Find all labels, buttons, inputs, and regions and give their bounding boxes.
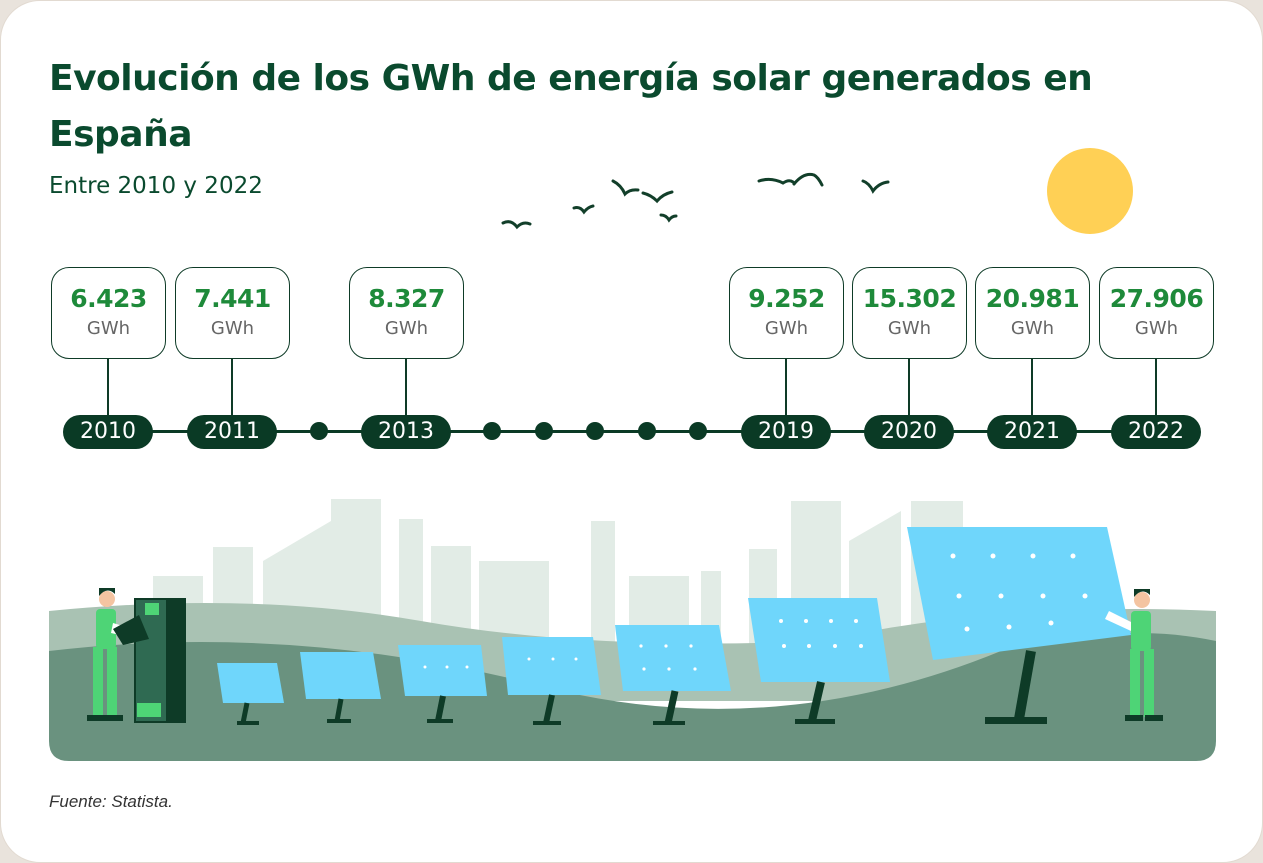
timeline-dot — [310, 422, 328, 440]
worker-icon — [1105, 589, 1163, 721]
unit-label: GWh — [887, 318, 932, 339]
connector-stem — [785, 359, 787, 415]
year-pill-2021: 2021 — [987, 415, 1077, 449]
value-label-2022: 27.906 — [1109, 284, 1204, 313]
unit-label: GWh — [86, 318, 131, 339]
birds — [501, 172, 890, 230]
solar-panel-icon — [502, 637, 601, 725]
year-pill-2019: 2019 — [741, 415, 831, 449]
worker-icon — [87, 588, 149, 721]
inverter-icon — [134, 598, 186, 723]
value-label-2013: 8.327 — [368, 284, 445, 313]
value-label-2019: 9.252 — [748, 284, 825, 313]
connector-stem — [1155, 359, 1157, 415]
timeline-dot — [689, 422, 707, 440]
solar-panel-icon — [615, 625, 731, 725]
value-box-2013: 8.327 GWh — [349, 267, 464, 359]
year-pill-2010: 2010 — [63, 415, 153, 449]
connector-stem — [231, 359, 233, 415]
unit-label: GWh — [384, 318, 429, 339]
unit-label: GWh — [1010, 318, 1055, 339]
value-box-2010: 6.423 GWh — [51, 267, 166, 359]
connector-stem — [405, 359, 407, 415]
value-box-2022: 27.906 GWh — [1099, 267, 1214, 359]
connector-stem — [1031, 359, 1033, 415]
bird-icon — [757, 177, 795, 185]
value-label-2020: 15.302 — [862, 284, 957, 313]
chart-title: Evolución de los GWh de energía solar ge… — [49, 58, 1093, 155]
year-pill-2013: 2013 — [361, 415, 451, 449]
timeline-axis — [71, 430, 1181, 433]
solar-panel-icon — [907, 527, 1131, 724]
value-box-2020: 15.302 GWh — [852, 267, 967, 359]
value-box-2021: 20.981 GWh — [975, 267, 1090, 359]
value-box-2011: 7.441 GWh — [175, 267, 290, 359]
solar-panel-icon — [748, 598, 890, 724]
year-pill-2011: 2011 — [187, 415, 277, 449]
solar-panel-icon — [300, 652, 381, 723]
unit-label: GWh — [210, 318, 255, 339]
value-label-2011: 7.441 — [194, 284, 271, 313]
bird-icon — [611, 179, 640, 197]
bird-icon — [501, 220, 532, 230]
value-label-2010: 6.423 — [70, 284, 147, 313]
year-pill-2022: 2022 — [1111, 415, 1201, 449]
connector-stem — [908, 359, 910, 415]
timeline-dot — [638, 422, 656, 440]
bird-icon — [861, 179, 890, 194]
value-box-2019: 9.252 GWh — [729, 267, 844, 359]
solar-panels — [217, 527, 1131, 725]
source-note: Fuente: Statista. — [49, 792, 173, 811]
year-pill-2020: 2020 — [864, 415, 954, 449]
connector-stem — [107, 359, 109, 415]
bird-icon — [659, 213, 678, 223]
timeline-dot — [535, 422, 553, 440]
bird-icon — [572, 204, 595, 215]
solar-panel-icon — [398, 645, 487, 723]
sun-icon — [1047, 148, 1133, 234]
bird-icon — [792, 172, 824, 187]
value-label-2021: 20.981 — [985, 284, 1080, 313]
unit-label: GWh — [764, 318, 809, 339]
unit-label: GWh — [1134, 318, 1179, 339]
chart-subtitle: Entre 2010 y 2022 — [49, 173, 263, 199]
bird-icon — [641, 190, 674, 204]
timeline-dot — [586, 422, 604, 440]
timeline-dot — [483, 422, 501, 440]
solar-panel-icon — [217, 663, 284, 725]
